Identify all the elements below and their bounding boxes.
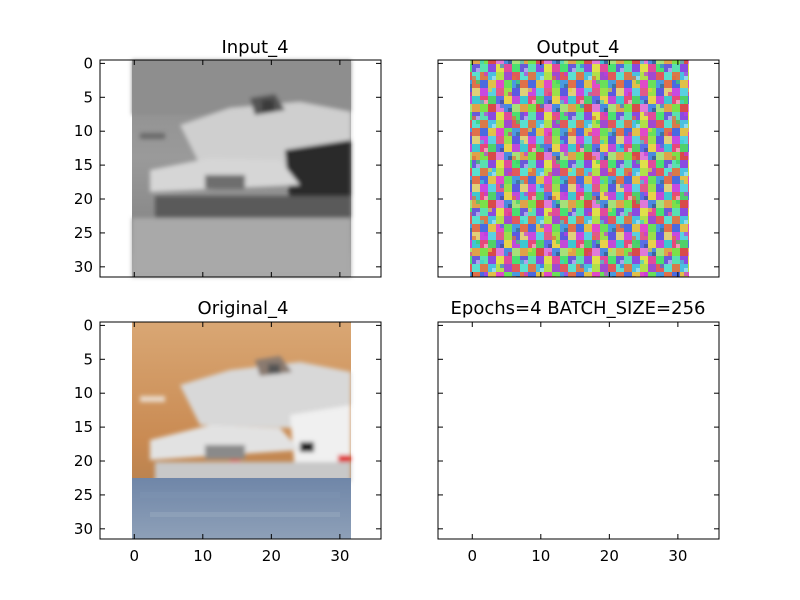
x-tick-label: 30 <box>668 547 687 565</box>
y-tick-label: 15 <box>74 418 93 436</box>
subplot-title: Input_4 <box>221 37 288 58</box>
x-axis: 0 10 20 30 <box>129 322 349 565</box>
subplot-empty: Epochs=4 BATCH_SIZE=256 0 10 20 30 <box>437 298 720 565</box>
x-axis <box>471 60 679 277</box>
x-tick-label: 10 <box>193 547 212 565</box>
y-tick-label: 25 <box>74 224 93 242</box>
subplot-title: Original_4 <box>198 298 289 319</box>
y-tick-label: 30 <box>74 520 93 538</box>
x-axis <box>133 60 341 277</box>
y-tick-label: 10 <box>74 122 93 140</box>
y-tick-label: 15 <box>74 156 93 174</box>
x-tick-label: 0 <box>467 547 477 565</box>
axes-frame <box>99 59 382 278</box>
y-axis: 0 5 10 15 20 25 30 <box>74 316 381 538</box>
y-tick-label: 20 <box>74 452 93 470</box>
y-tick-label: 30 <box>74 258 93 276</box>
x-tick-label: 20 <box>600 547 619 565</box>
subplot-input: Input_4 0 5 10 15 20 25 30 <box>74 37 382 278</box>
axes-frame <box>437 59 720 278</box>
y-tick-label: 20 <box>74 190 93 208</box>
y-tick-label: 0 <box>83 316 93 334</box>
y-axis: 0 5 10 15 20 25 30 <box>74 54 381 276</box>
x-tick-label: 10 <box>531 547 550 565</box>
subplot-title: Output_4 <box>537 37 620 58</box>
image-grayscale-ship <box>132 60 351 277</box>
y-tick-label: 5 <box>83 350 93 368</box>
y-axis <box>438 324 719 530</box>
x-tick-label: 20 <box>262 547 281 565</box>
subplot-title: Epochs=4 BATCH_SIZE=256 <box>451 298 706 319</box>
x-axis: 0 10 20 30 <box>467 322 687 565</box>
subplot-output: Output_4 <box>437 37 720 278</box>
axes-frame <box>99 321 382 540</box>
subplot-original: Original_4 0 5 10 15 20 25 30 0 10 20 30 <box>74 298 382 565</box>
y-axis <box>438 62 719 268</box>
image-color-ship <box>132 322 351 539</box>
x-tick-label: 0 <box>129 547 139 565</box>
axes-frame <box>437 321 720 540</box>
x-tick-label: 30 <box>330 547 349 565</box>
y-tick-label: 5 <box>83 88 93 106</box>
y-tick-label: 0 <box>83 54 93 72</box>
y-tick-label: 25 <box>74 486 93 504</box>
y-tick-label: 10 <box>74 384 93 402</box>
image-color-noise <box>470 60 689 277</box>
